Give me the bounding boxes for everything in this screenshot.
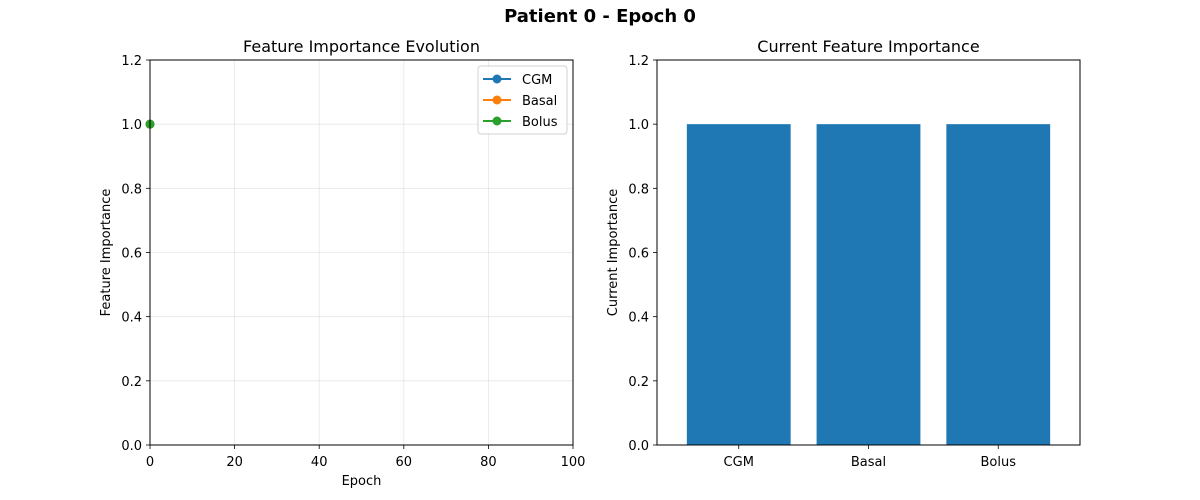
y-axis-label: Feature Importance xyxy=(99,189,114,317)
legend: CGM Basal Bolus xyxy=(477,65,568,135)
plot-frame xyxy=(656,59,1081,446)
x-tick-label: 0 xyxy=(146,455,154,470)
y-tick-label: 1.2 xyxy=(628,54,649,69)
line-chart-feature-evolution: 0 20 40 60 80 100 0.0 0.2 0.4 0.6 0.8 1.0 1.2 Feature… xyxy=(99,37,585,489)
y-tick-label: 0.0 xyxy=(628,439,649,454)
x-tick-label: Basal xyxy=(851,455,886,470)
y-axis-label: Current Importance xyxy=(606,189,621,316)
x-tick-label: Bolus xyxy=(981,455,1017,470)
legend-swatch-marker xyxy=(492,95,502,105)
y-tick-label: 0.4 xyxy=(628,311,649,326)
y-tick-label: 0.4 xyxy=(121,311,142,326)
bar-cgm xyxy=(686,124,791,446)
plot-frame xyxy=(149,59,574,446)
chart-title: Current Feature Importance xyxy=(757,37,979,56)
x-tick-label: CGM xyxy=(724,455,754,470)
y-tick-label: 0.2 xyxy=(628,375,649,390)
legend-swatch-marker xyxy=(492,116,502,126)
bar-bolus xyxy=(946,124,1051,446)
legend-label-basal: Basal xyxy=(522,94,557,109)
x-tick-label: 80 xyxy=(480,455,497,470)
y-tick-label: 0.6 xyxy=(121,247,142,262)
y-tick-label: 1.0 xyxy=(121,118,142,133)
legend-box xyxy=(477,65,568,135)
x-tick-label: 100 xyxy=(561,455,586,470)
x-axis-label: Epoch xyxy=(342,474,382,489)
y-tick-label: 0.8 xyxy=(121,182,142,197)
x-tick-label: 20 xyxy=(226,455,243,470)
x-tick-label: 60 xyxy=(396,455,413,470)
bar-basal xyxy=(816,124,921,446)
legend-swatch-marker xyxy=(492,74,502,84)
bar-chart-current-importance: CGM Basal Bolus 0.0 0.2 0.4 0.6 0.8 1.0 1.2 Curren… xyxy=(606,37,1081,470)
y-tick-label: 0.6 xyxy=(628,247,649,262)
y-tick-label: 1.0 xyxy=(628,118,649,133)
y-tick-label: 1.2 xyxy=(121,54,142,69)
y-tick-label: 0.0 xyxy=(121,439,142,454)
y-tick-label: 0.8 xyxy=(628,182,649,197)
figure-title: Patient 0 - Epoch 0 xyxy=(504,6,696,27)
x-tick-label: 40 xyxy=(311,455,328,470)
legend-label-bolus: Bolus xyxy=(522,115,558,130)
y-tick-label: 0.2 xyxy=(121,375,142,390)
legend-label-cgm: CGM xyxy=(522,73,552,88)
chart-title: Feature Importance Evolution xyxy=(243,37,480,56)
